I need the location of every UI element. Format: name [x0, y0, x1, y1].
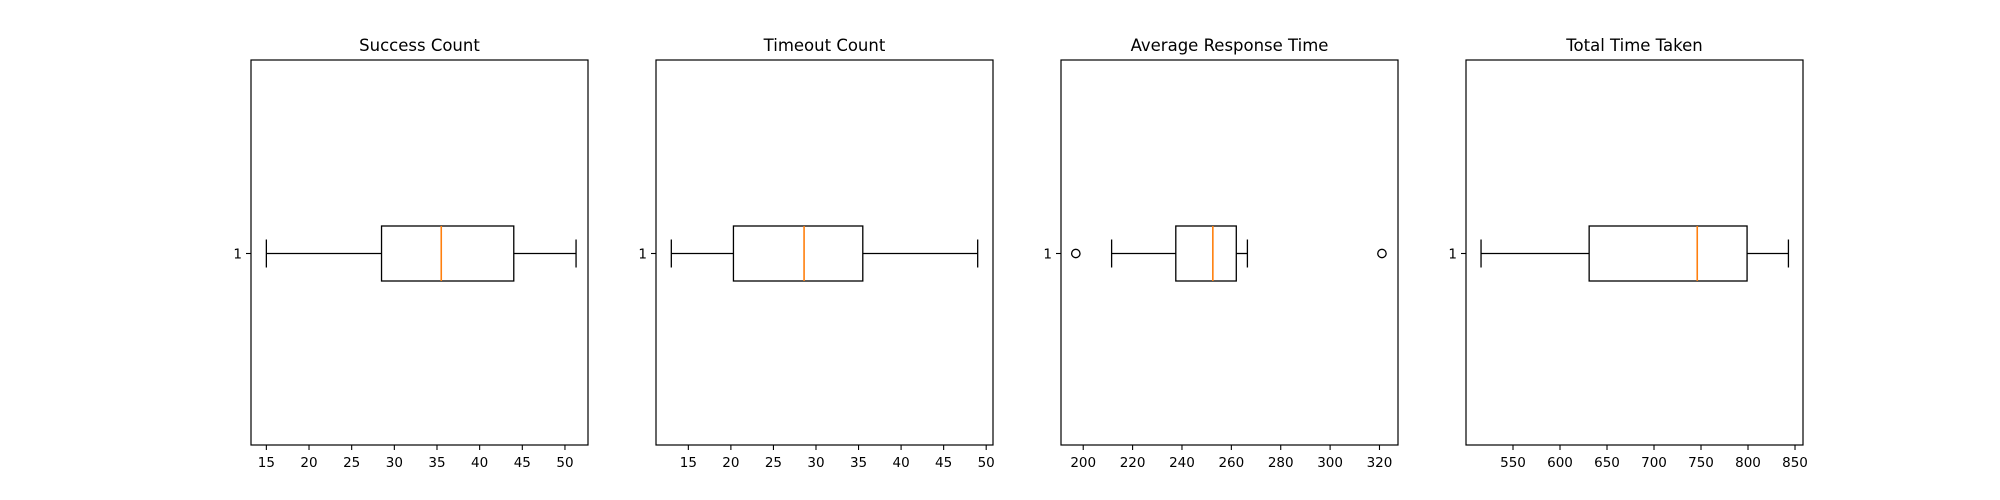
x-tick-label: 240 [1169, 455, 1195, 471]
plot-frame [1465, 59, 1804, 446]
x-tick-label: 35 [428, 455, 445, 471]
chart-title: Success Count [359, 36, 480, 55]
x-tick-label: 750 [1688, 455, 1714, 471]
x-tick-label: 800 [1735, 455, 1761, 471]
x-tick-label: 20 [722, 455, 739, 471]
y-tick-label: 1 [1448, 247, 1457, 263]
chart-title: Timeout Count [763, 36, 886, 55]
x-tick-label: 700 [1641, 455, 1667, 471]
x-tick-label: 15 [680, 455, 697, 471]
x-tick-label: 30 [386, 455, 403, 471]
outlier-point [1070, 248, 1081, 259]
x-tick-label: 220 [1120, 455, 1146, 471]
y-tick-label: 1 [1043, 247, 1052, 263]
chart-title: Average Response Time [1131, 36, 1329, 55]
x-tick-label: 50 [556, 455, 573, 471]
x-tick-label: 45 [935, 455, 952, 471]
x-tick-label: 550 [1500, 455, 1526, 471]
x-tick-label: 40 [471, 455, 488, 471]
plot-frame [655, 59, 994, 446]
x-tick-label: 35 [850, 455, 867, 471]
x-tick-label: 50 [978, 455, 995, 471]
iqr-box [1588, 225, 1748, 282]
x-tick-label: 280 [1268, 455, 1294, 471]
outlier-point [1377, 248, 1387, 259]
x-tick-label: 45 [514, 455, 531, 471]
y-tick-label: 1 [638, 247, 647, 263]
iqr-box [1175, 225, 1237, 282]
plot-frame [1060, 59, 1399, 446]
chart-title: Total Time Taken [1565, 36, 1702, 55]
x-tick-label: 20 [300, 455, 317, 471]
x-tick-label: 260 [1218, 455, 1244, 471]
x-tick-label: 300 [1317, 455, 1343, 471]
iqr-box [380, 225, 515, 282]
x-tick-label: 25 [343, 455, 360, 471]
x-tick-label: 200 [1070, 455, 1096, 471]
x-tick-label: 850 [1782, 455, 1808, 471]
iqr-box [732, 225, 864, 282]
x-tick-label: 320 [1367, 455, 1393, 471]
x-tick-label: 25 [765, 455, 782, 471]
y-tick-label: 1 [233, 247, 242, 263]
x-tick-label: 600 [1547, 455, 1573, 471]
plot-frame [250, 59, 589, 446]
x-tick-label: 40 [892, 455, 909, 471]
x-tick-label: 650 [1594, 455, 1620, 471]
x-tick-label: 15 [258, 455, 275, 471]
x-tick-label: 30 [807, 455, 824, 471]
